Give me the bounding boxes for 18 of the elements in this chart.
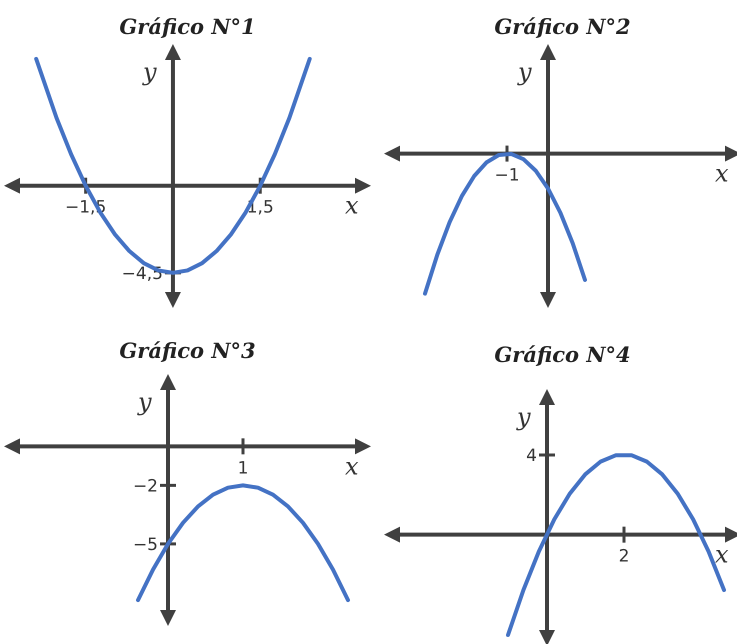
annotation: 4 (526, 446, 537, 466)
chart-title: Gráfico N°4 (494, 342, 631, 367)
y-axis-title: y (516, 403, 531, 431)
y-axis-title: y (137, 388, 152, 416)
x-axis-title: x (715, 540, 729, 569)
y-axis-title: y (517, 58, 532, 86)
y-axis-title: y (142, 58, 157, 86)
x-axis-title: x (345, 452, 359, 480)
annotation: 2 (618, 546, 630, 567)
x-axis-title: x (715, 160, 729, 188)
annotation: −1 (494, 166, 520, 186)
y-tick-label: −5 (132, 534, 158, 555)
annotation: 1 (238, 458, 248, 478)
y-tick-label: −2 (132, 476, 158, 496)
chart-title: Gráfico N°3 (119, 338, 256, 363)
x-axis-title: x (345, 192, 359, 220)
chart-title: Gráfico N°1 (119, 14, 256, 39)
chart-title: Gráfico N°2 (494, 14, 631, 39)
